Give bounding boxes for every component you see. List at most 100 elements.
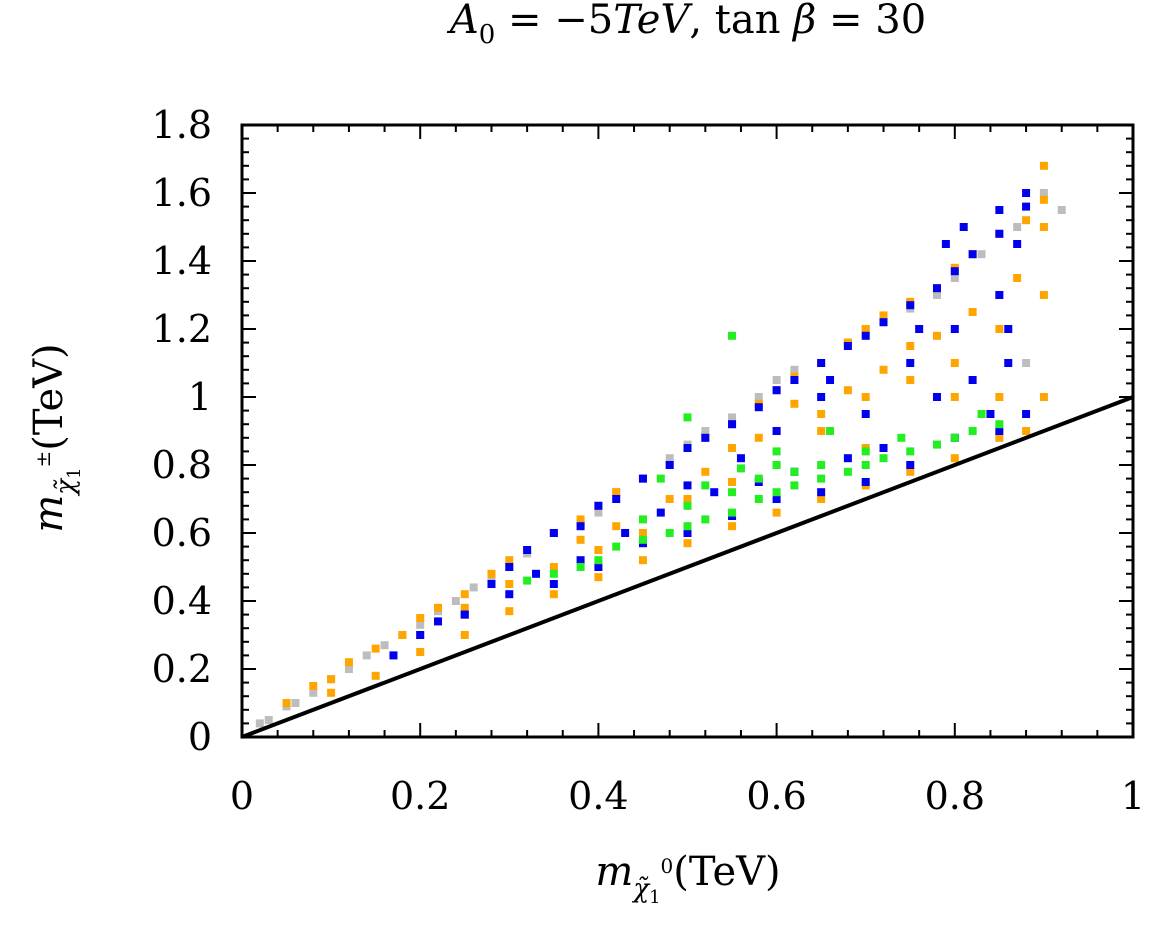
data-point: [950, 267, 959, 276]
data-point: [701, 467, 710, 476]
data-point: [950, 359, 959, 367]
data-point: [772, 447, 781, 456]
data-point: [701, 481, 710, 490]
data-point: [977, 410, 986, 418]
y-tick-label: 1.2: [152, 307, 212, 351]
data-point: [817, 488, 826, 497]
data-point: [772, 386, 781, 395]
data-point: [505, 607, 514, 616]
data-point: [995, 393, 1004, 401]
data-point: [487, 580, 496, 588]
data-point: [1039, 161, 1048, 170]
data-point: [754, 393, 763, 401]
data-point: [906, 342, 915, 350]
data-point: [826, 427, 835, 435]
x-label-subsub: 1: [649, 887, 660, 908]
data-point: [728, 508, 737, 517]
data-point: [612, 495, 621, 503]
data-point: [959, 223, 968, 231]
data-point: [505, 563, 514, 571]
data-point: [1022, 216, 1031, 225]
y-label-sub: χ̃: [51, 477, 81, 497]
data-point: [576, 522, 585, 531]
data-point: [1022, 410, 1031, 418]
data-point: [398, 631, 407, 639]
x-label-unit: (TeV): [673, 849, 780, 895]
y-label-symbol: m: [26, 495, 72, 533]
data-point: [861, 410, 870, 418]
data-point: [309, 682, 318, 690]
data-point: [1013, 240, 1022, 248]
data-point: [932, 393, 941, 401]
data-point: [460, 603, 469, 612]
data-point: [728, 413, 737, 422]
data-point: [950, 433, 959, 442]
data-point: [772, 376, 781, 384]
data-point: [861, 325, 870, 333]
data-point: [772, 461, 781, 469]
data-point: [879, 454, 888, 463]
data-point: [879, 318, 888, 327]
data-point: [1013, 223, 1022, 231]
x-label-symbol: m: [595, 849, 633, 895]
data-point: [264, 716, 273, 724]
x-tick-label: 0.8: [925, 774, 985, 818]
data-point: [701, 433, 710, 442]
data-point: [995, 427, 1004, 435]
data-point: [906, 359, 915, 367]
data-point: [638, 474, 647, 483]
y-tick-label: 1.4: [152, 239, 212, 283]
y-tick-label: 1.6: [152, 171, 212, 215]
data-point: [772, 488, 781, 497]
data-point: [656, 474, 665, 483]
data-point: [817, 474, 826, 483]
data-point: [1022, 359, 1031, 367]
data-point: [826, 376, 835, 384]
data-point: [1039, 189, 1048, 197]
data-point: [255, 719, 264, 728]
data-point: [754, 474, 763, 483]
x-axis-label: mχ̃10(TeV): [595, 849, 780, 908]
data-point: [638, 515, 647, 524]
data-point: [701, 515, 710, 524]
data-point: [995, 433, 1004, 442]
data-point: [576, 563, 585, 571]
data-point: [1004, 325, 1013, 333]
data-point: [906, 301, 915, 310]
data-point: [505, 590, 514, 599]
data-point: [576, 535, 585, 544]
x-tick-label: 0.6: [746, 774, 806, 818]
data-point: [451, 597, 460, 605]
data-point: [995, 325, 1004, 333]
data-point: [282, 699, 291, 707]
x-tick-label: 1: [1121, 774, 1145, 818]
data-point: [594, 556, 603, 565]
data-point: [380, 641, 389, 650]
data-point: [1039, 291, 1048, 299]
data-point: [950, 325, 959, 333]
data-point: [968, 376, 977, 384]
data-point: [772, 508, 781, 517]
y-tick-label: 1.8: [152, 103, 212, 147]
data-point: [576, 515, 585, 524]
data-point: [1022, 189, 1031, 197]
data-point: [665, 495, 674, 503]
data-point: [291, 699, 300, 707]
data-point: [594, 563, 603, 571]
y-axis-label: mχ̃1 ±(TeV): [26, 343, 85, 532]
y-tick-labels: 0 0.2 0.4 0.6 0.8 1 1.2 1.4 1.6 1.8: [152, 103, 212, 759]
data-point: [861, 447, 870, 456]
data-point: [344, 665, 353, 673]
data-point: [683, 529, 692, 537]
data-point: [736, 454, 745, 463]
data-point: [879, 311, 888, 320]
data-point: [612, 488, 621, 497]
data-point: [701, 427, 710, 435]
scatter-points: [255, 161, 1066, 728]
data-point: [817, 393, 826, 401]
data-point: [968, 250, 977, 259]
data-point: [861, 461, 870, 469]
data-point: [1022, 427, 1031, 435]
title-part-sub: 0: [479, 20, 496, 50]
data-point: [861, 393, 870, 401]
